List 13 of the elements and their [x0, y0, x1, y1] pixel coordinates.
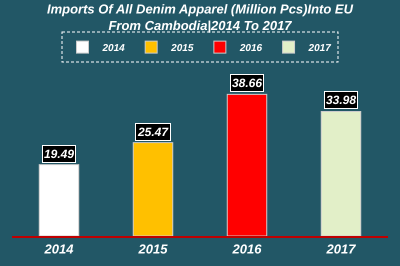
data-label: 33.98 — [326, 93, 356, 107]
data-label: 25.47 — [137, 125, 170, 139]
chart-title: Imports Of All Denim Apparel (Million Pcs)Into EU From Cambodia|2014 To 2017 — [46, 1, 354, 34]
data-label: 19.49 — [44, 147, 74, 161]
legend-label: 2017 — [308, 43, 332, 54]
legend-label: 2016 — [238, 43, 263, 54]
x-tick-label: 2017 — [326, 242, 356, 257]
legend-label: 2014 — [102, 43, 126, 54]
x-tick-label: 2015 — [138, 242, 168, 257]
data-label: 38.66 — [232, 76, 262, 90]
x-tick-label: 2016 — [232, 242, 262, 257]
x-tick-label: 2014 — [44, 242, 74, 257]
legend-label: 2015 — [170, 43, 194, 54]
